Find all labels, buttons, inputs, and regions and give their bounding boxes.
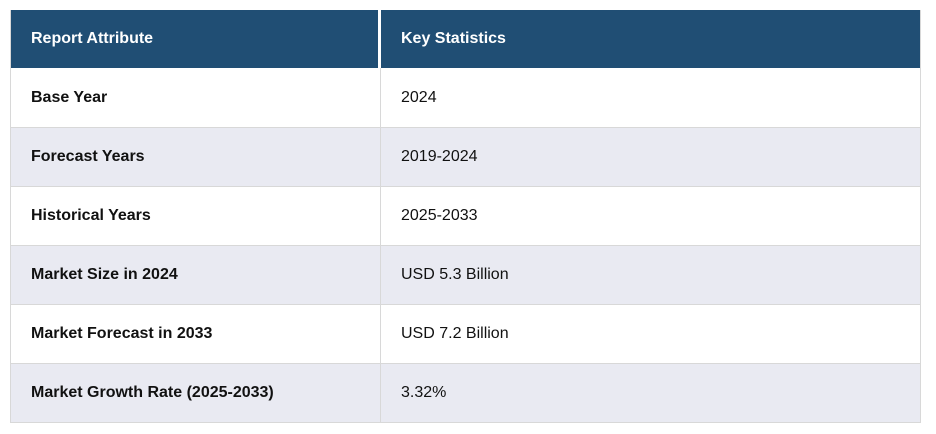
value-forecast-years: 2019-2024	[401, 148, 478, 165]
attribute-forecast-years: Forecast Years	[11, 128, 381, 186]
attribute-market-size: Market Size in 2024	[11, 246, 381, 304]
table-row: Market Size in 2024 USD 5.3 Billion	[11, 245, 920, 304]
attribute-market-forecast: Market Forecast in 2033	[11, 305, 381, 363]
attribute-historical-years: Historical Years	[11, 187, 381, 245]
value-base-year: 2024	[401, 88, 437, 106]
table-row: Base Year 2024	[11, 68, 920, 127]
attribute-base-year: Base Year	[11, 68, 381, 127]
report-statistics-table: Report Attribute Key Statistics Base Yea…	[10, 10, 921, 423]
table-row: Forecast Years 2019-2024	[11, 127, 920, 186]
header-key-statistics: Key Statistics	[401, 30, 506, 47]
header-report-attribute: Report Attribute	[11, 10, 381, 68]
value-market-forecast: USD 7.2 Billion	[401, 325, 509, 342]
table-row: Market Forecast in 2033 USD 7.2 Billion	[11, 304, 920, 363]
table-header-row: Report Attribute Key Statistics	[11, 10, 920, 68]
attribute-market-growth-rate: Market Growth Rate (2025-2033)	[11, 364, 381, 422]
table-row: Historical Years 2025-2033	[11, 186, 920, 245]
value-market-size: USD 5.3 Billion	[401, 266, 509, 283]
value-market-growth-rate: 3.32%	[401, 384, 447, 401]
value-historical-years: 2025-2033	[401, 207, 478, 224]
table-row: Market Growth Rate (2025-2033) 3.32%	[11, 363, 920, 422]
